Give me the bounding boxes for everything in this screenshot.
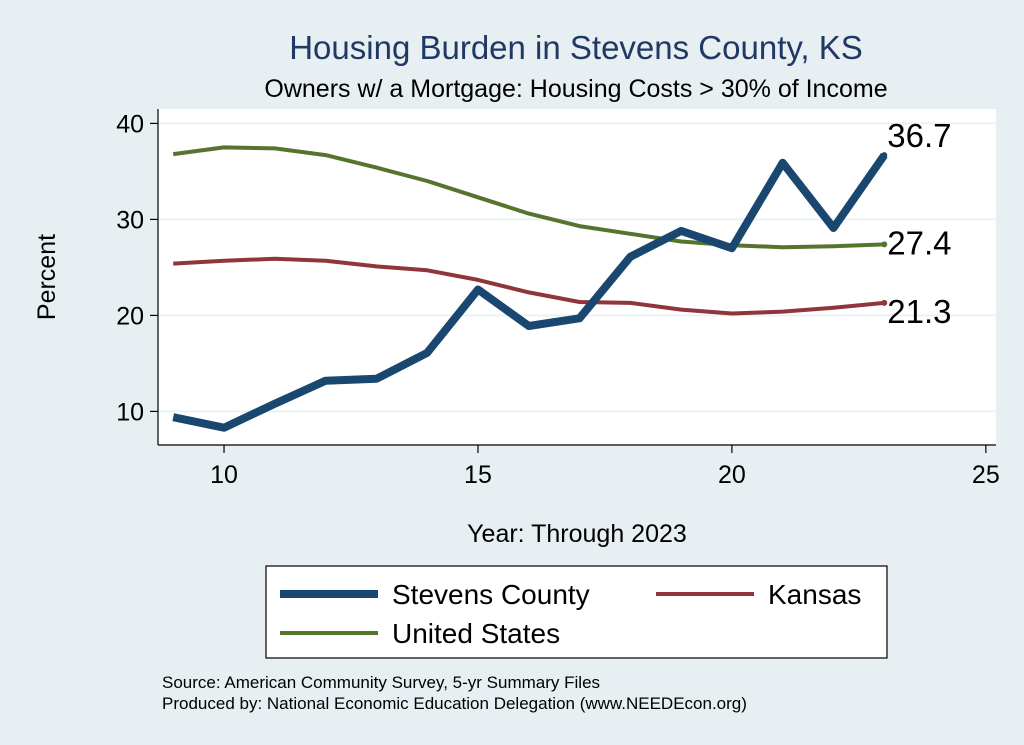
source-note: Source: American Community Survey, 5-yr … xyxy=(162,673,600,692)
y-tick-label: 10 xyxy=(116,398,144,426)
legend-label-stevens-county: Stevens County xyxy=(392,579,590,610)
y-axis-title: Percent xyxy=(33,234,61,320)
chart-subtitle: Owners w/ a Mortgage: Housing Costs > 30… xyxy=(264,75,887,103)
x-axis-title: Year: Through 2023 xyxy=(467,520,687,548)
y-tick-label: 40 xyxy=(116,110,144,138)
series-lines xyxy=(172,145,888,432)
series-line-united-states xyxy=(172,145,885,250)
legend-box xyxy=(265,565,888,659)
gridlines xyxy=(158,122,996,413)
x-tick-label: 20 xyxy=(718,461,746,489)
end-label-united-states: 27.4 xyxy=(887,224,951,261)
y-tick-label: 20 xyxy=(116,302,144,330)
x-tick-label: 15 xyxy=(464,461,492,489)
end-point-kansas xyxy=(881,299,888,306)
plot-area xyxy=(158,109,996,445)
x-tick-label: 10 xyxy=(210,461,238,489)
end-label-stevens-county: 36.7 xyxy=(887,117,951,154)
series-line-kansas xyxy=(173,256,885,316)
series-line-stevens-county xyxy=(172,152,888,432)
x-tick-label: 25 xyxy=(972,461,1000,489)
axes: 10 20 30 40 10 15 20 25 xyxy=(116,109,1000,489)
legend: Stevens County Kansas United States xyxy=(265,565,888,659)
end-label-kansas: 21.3 xyxy=(887,293,951,330)
end-point-united-states xyxy=(881,241,888,248)
end-point-stevens-county xyxy=(881,152,888,159)
legend-label-kansas: Kansas xyxy=(768,579,861,610)
y-tick-label: 30 xyxy=(116,206,144,234)
legend-label-united-states: United States xyxy=(392,618,560,649)
end-labels: 21.3 27.4 36.7 xyxy=(887,117,951,330)
producer-note: Produced by: National Economic Education… xyxy=(162,694,747,713)
chart-title: Housing Burden in Stevens County, KS xyxy=(289,29,863,66)
